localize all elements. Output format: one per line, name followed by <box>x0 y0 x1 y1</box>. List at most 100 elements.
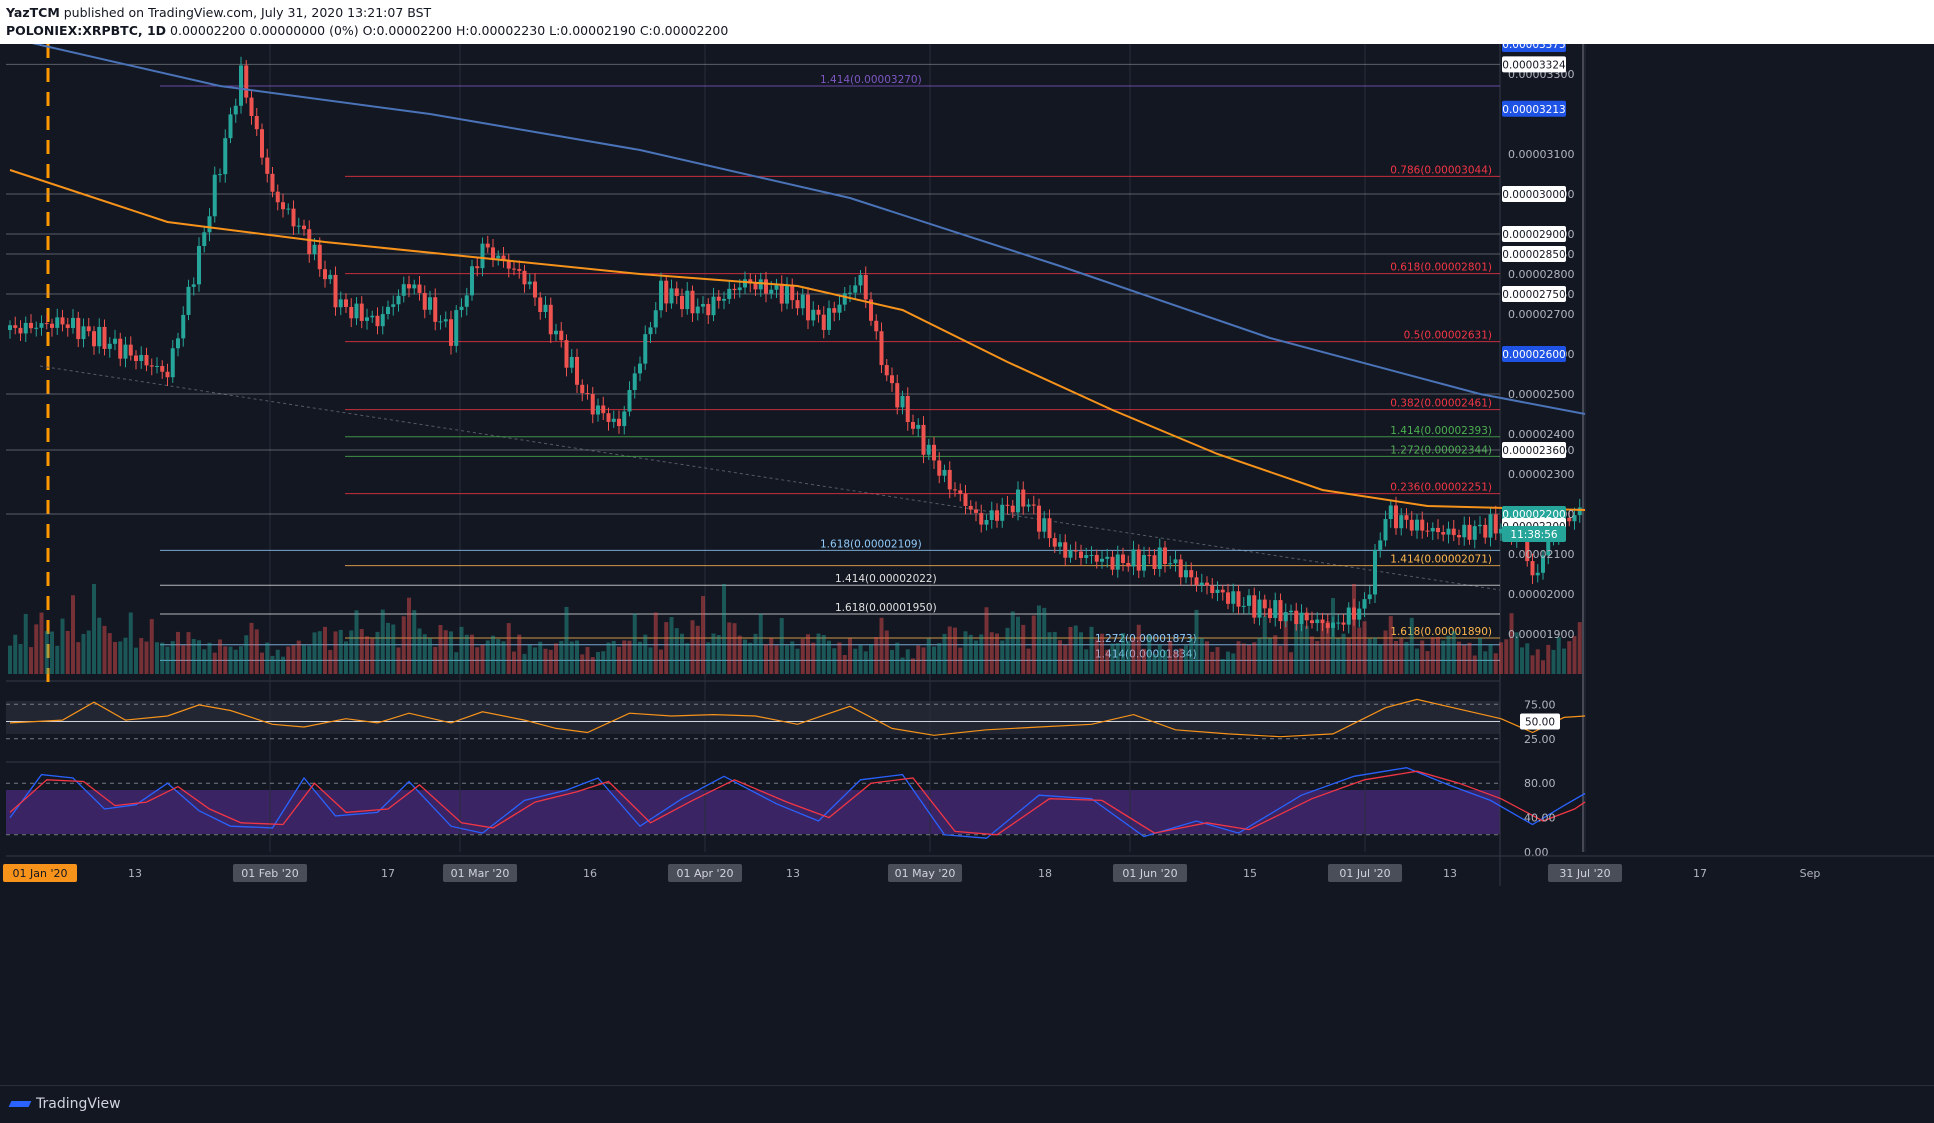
volume-bar <box>564 606 569 674</box>
volume-bar <box>942 633 947 674</box>
volume-bar <box>548 649 553 674</box>
candle-body <box>958 490 963 494</box>
time-axis-badge <box>443 864 517 882</box>
candle-body <box>1031 504 1036 506</box>
price-chart[interactable]: 1.414(0.00003270) 0.786(0.00003044) 0.618(… <box>0 44 1934 1085</box>
volume-bar <box>1031 615 1036 674</box>
candle-body <box>1257 599 1262 618</box>
volume-bar <box>575 640 579 674</box>
candle-body <box>1535 572 1540 576</box>
volume-bar <box>1299 622 1304 674</box>
volume-bar <box>1499 642 1503 674</box>
volume-bar <box>869 644 873 674</box>
candle-body <box>890 375 894 384</box>
volume-bar <box>895 642 900 674</box>
volume-bar <box>1199 638 1204 674</box>
candle-body <box>732 288 737 291</box>
tradingview-brand[interactable]: TradingView <box>10 1096 121 1112</box>
candle-body <box>239 65 243 106</box>
volume-bar <box>1362 621 1367 674</box>
candle-body <box>1425 530 1430 532</box>
volume-bar <box>989 632 994 674</box>
candle-body <box>496 255 501 259</box>
volume-bar <box>1457 641 1461 674</box>
volume-bar <box>669 617 674 674</box>
candle-body <box>1026 504 1031 507</box>
volume-bar <box>622 640 627 674</box>
volume-bar <box>265 642 270 674</box>
volume-bar <box>1483 651 1488 674</box>
candle-body <box>1320 619 1325 624</box>
candle-body <box>1163 547 1167 565</box>
fib-level-label: 1.618(0.00001950) <box>835 602 937 614</box>
price-axis-badge-label: 0.00002850 <box>1502 249 1565 261</box>
candle-body <box>1446 528 1451 535</box>
volume-bar <box>900 657 905 674</box>
volume-bar <box>1173 650 1178 674</box>
time-axis-label: 01 Mar '20 <box>451 867 510 880</box>
volume-bar <box>212 652 217 674</box>
author-name[interactable]: YazTCM <box>6 5 60 20</box>
volume-bar <box>391 624 396 674</box>
time-axis-label: 13 <box>1443 867 1457 880</box>
candle-body <box>947 469 952 490</box>
volume-bar <box>496 639 501 674</box>
volume-bar <box>344 641 348 674</box>
volume-bar <box>522 653 527 674</box>
candle-body <box>359 303 364 321</box>
volume-bar <box>181 645 186 674</box>
candle-body <box>1451 528 1456 536</box>
candle-body <box>218 174 222 176</box>
candle-body <box>485 243 490 248</box>
candle-body <box>643 334 648 364</box>
candle-body <box>1525 530 1530 562</box>
time-axis-badge <box>1548 864 1622 882</box>
volume-bar <box>144 641 149 674</box>
candle-body <box>648 327 653 335</box>
volume-bar <box>1073 625 1078 674</box>
volume-bar <box>1157 644 1162 674</box>
volume-bar <box>375 631 380 674</box>
volume-bar <box>569 641 574 674</box>
candle-body <box>1409 519 1414 531</box>
volume-bar <box>1294 620 1299 674</box>
volume-bar <box>218 639 222 674</box>
volume-bar <box>186 632 191 674</box>
candle-body <box>821 314 826 330</box>
fib-level-label: 1.272(0.00001873) <box>1095 633 1197 645</box>
candle-body <box>942 469 947 476</box>
candle-body <box>417 284 422 293</box>
candle-body <box>464 295 469 307</box>
volume-bar <box>1252 642 1257 674</box>
volume-bar <box>937 643 942 674</box>
candle-body <box>895 383 900 408</box>
candle-body <box>1541 555 1545 573</box>
candle-body <box>139 354 144 362</box>
candle-body <box>1493 514 1498 534</box>
candle-body <box>753 283 758 290</box>
candle-body <box>638 363 642 374</box>
candle-body <box>879 331 884 366</box>
candle-body <box>874 320 879 332</box>
volume-bar <box>1467 642 1472 674</box>
candle-body <box>1105 556 1110 559</box>
candle-body <box>1194 577 1199 586</box>
time-axis-badge <box>668 864 742 882</box>
volume-bar <box>884 630 889 674</box>
volume-bar <box>737 635 742 674</box>
symbol-label[interactable]: POLONIEX:XRPBTC, 1D <box>6 23 167 38</box>
candle-body <box>548 304 553 335</box>
volume-bar <box>727 622 732 674</box>
volume-bar <box>1005 627 1010 674</box>
volume-bar <box>1241 643 1246 674</box>
candle-body <box>774 283 779 290</box>
volume-bar <box>417 628 422 674</box>
candle-body <box>512 268 516 270</box>
volume-bar <box>648 647 653 674</box>
volume-bar <box>1152 653 1157 674</box>
fib-level-label: 0.786(0.00003044) <box>1390 164 1492 176</box>
price-axis-label: 0.00003100 <box>1508 148 1574 161</box>
candle-body <box>685 290 690 310</box>
candle-body <box>795 300 800 309</box>
volume-bar <box>1409 617 1414 674</box>
